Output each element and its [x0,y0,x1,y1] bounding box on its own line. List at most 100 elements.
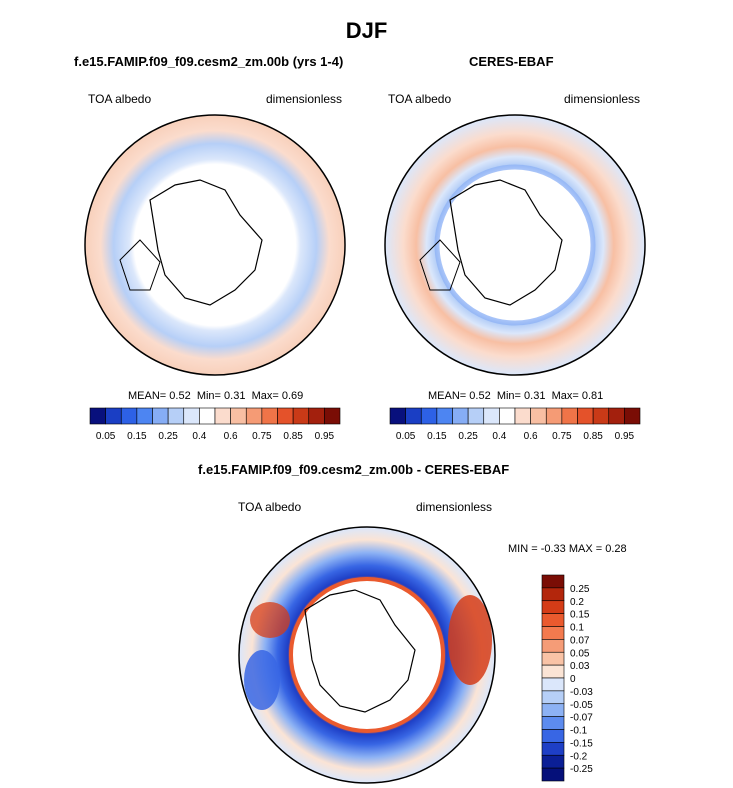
panel2-variable-label: TOA albedo [388,92,452,106]
panel2-colorbar-swatch [389,407,406,425]
panel2-colorbar-swatch [420,407,438,425]
panel2-subtitle: CERES-EBAF [469,54,554,69]
panel2-colorbar-swatch [530,407,547,425]
panel2-colorbar-swatch [452,407,469,425]
panel2-map [384,114,646,376]
panel2-colorbar-tick-label: 0.95 [615,431,635,442]
panel1-colorbar-tick-label: 0.25 [158,431,178,442]
panel1-colorbar-tick-label: 0.95 [315,431,335,442]
panel3-colorbar-swatch [541,600,565,614]
panel1-map-border [84,114,346,376]
panel3-colorbar-swatch [541,767,565,782]
panel1-colorbar-swatch [292,407,310,425]
panel3-colorbar-tick-label: -0.07 [570,713,593,724]
panel1-max-label: Max= [251,390,279,402]
panel2-colorbar-swatch [608,407,625,425]
panel2-max-label: Max= [551,390,579,402]
panel3-colorbar: 0.25 0.2 0.15 0.10.07 0.05 0.03 0 -0.03 -0.05 -0.… [541,574,593,782]
panel1-colorbar-swatch [183,407,200,425]
panel2-colorbar-swatch [577,407,594,425]
panel3-colorbar-tick-label: 0.2 [570,597,584,608]
panel1-map [84,114,346,376]
panel3-colorbar-swatch [541,742,565,756]
panel1-mean-value: 0.52 [169,390,191,402]
panel1-colorbar-swatch [245,407,263,425]
panel1-min-value: 0.31 [224,390,246,402]
panel2-ring [434,164,596,326]
panel1-colorbar-swatch [308,407,325,425]
panel3-positive-anomaly-west [250,602,290,638]
panel1-min-label: Min= [196,390,221,402]
panel2-colorbar-swatch [499,407,516,425]
panel3-colorbar-swatch [541,677,565,692]
panel1-colorbar-tick-label: 0.75 [252,431,272,442]
panel3-colorbar-tick-label: 0.07 [570,635,590,646]
panel1-max-value: 0.69 [281,390,304,402]
panel1-units-label: dimensionless [266,92,343,106]
panel1-greenland [119,239,161,291]
panel1-colorbar-tick-label: 0.4 [192,431,206,442]
panel3-colorbar-swatch [541,664,565,679]
panel3-min-value: -0.33 [540,543,566,555]
panel3-map [238,526,496,784]
panel3-max-value: 0.28 [605,543,627,555]
panel2-colorbar-swatch [514,407,531,425]
panel2-mean-value: 0.52 [469,390,491,402]
panel3-colorbar-swatch [541,690,565,705]
panel2-colorbar-tick-label: 0.85 [583,431,603,442]
panel3-colorbar-tick-label: -0.03 [570,687,593,698]
panel3-negative-anomaly [244,650,280,710]
panel1-colorbar-swatch [199,407,216,425]
panel1-colorbar-swatch [277,407,294,425]
panel2-mean-label: MEAN= [428,390,467,402]
panel1-colorbar-tick-label: 0.85 [283,431,303,442]
panel1-colorbar-swatch [261,407,278,425]
panel3-colorbar-swatch [541,587,565,602]
panel1-stats: MEAN= 0.52 Min= 0.31 Max= 0.69 [128,390,303,402]
panel2-colorbar-swatch [592,407,610,425]
panel1-colorbar: 0.05 0.15 0.25 0.4 0.6 0.75 0.85 0.95 [89,407,341,442]
panel2-units-label: dimensionless [564,92,641,106]
panel1-colorbar-swatch [120,407,138,425]
panel3-variable-label: TOA albedo [238,500,302,514]
panel3-subtitle: f.e15.FAMIP.f09_f09.cesm2_zm.00b - CERES… [198,462,510,477]
panel2-colorbar: 0.05 0.15 0.25 0.4 0.6 0.75 0.85 0.95 [389,407,641,442]
panel2-map-border [384,114,646,376]
panel2-colorbar-swatch [436,407,453,425]
panel1-coastline [149,179,263,306]
panel1-mean-label: MEAN= [128,390,167,402]
panel2-stats: MEAN= 0.52 Min= 0.31 Max= 0.81 [428,390,603,402]
panel1-colorbar-swatch [324,407,341,425]
panel3-colorbar-swatch [541,639,565,653]
panel3-colorbar-swatch [541,703,565,717]
panel3-colorbar-tick-label: -0.15 [570,738,593,749]
panel3-stats: MIN = -0.33 MAX = 0.28 [508,543,627,555]
panel3-colorbar-swatch [541,574,565,589]
panel3-colorbar-tick-label: -0.2 [570,751,588,762]
panel1-subtitle: f.e15.FAMIP.f09_f09.cesm2_zm.00b (yrs 1-… [74,54,344,69]
panel3-colorbar-tick-label: -0.05 [570,700,593,711]
panel2-colorbar-swatch [483,407,500,425]
panel3-map-border [238,526,496,784]
panel3-colorbar-tick-label: 0.05 [570,648,590,659]
panel2-colorbar-swatch [624,407,641,425]
panel2-colorbar-swatch [561,407,578,425]
panel2-colorbar-tick-label: 0.6 [524,431,538,442]
panel2-coastline [449,179,563,306]
panel2-colorbar-tick-label: 0.75 [552,431,572,442]
panel1-colorbar-swatch [136,407,153,425]
panel3-colorbar-tick-label: 0 [570,674,576,685]
figure-title: DJF [345,18,388,43]
panel3-colorbar-tick-label: 0.25 [570,584,590,595]
panel1-variable-label: TOA albedo [88,92,152,106]
panel2-colorbar-swatch [545,407,563,425]
panel3-units-label: dimensionless [416,500,493,514]
panel2-min-label: Min= [496,390,521,402]
panel3-colorbar-tick-label: 0.03 [570,661,590,672]
panel2-colorbar-tick-label: 0.05 [396,431,416,442]
panel3-colorbar-tick-label: -0.1 [570,726,588,737]
panel2-colorbar-tick-label: 0.15 [427,431,447,442]
panel1-colorbar-tick-label: 0.15 [127,431,147,442]
panel2-map-field [385,115,645,375]
panel3-colorbar-swatch [541,729,565,743]
